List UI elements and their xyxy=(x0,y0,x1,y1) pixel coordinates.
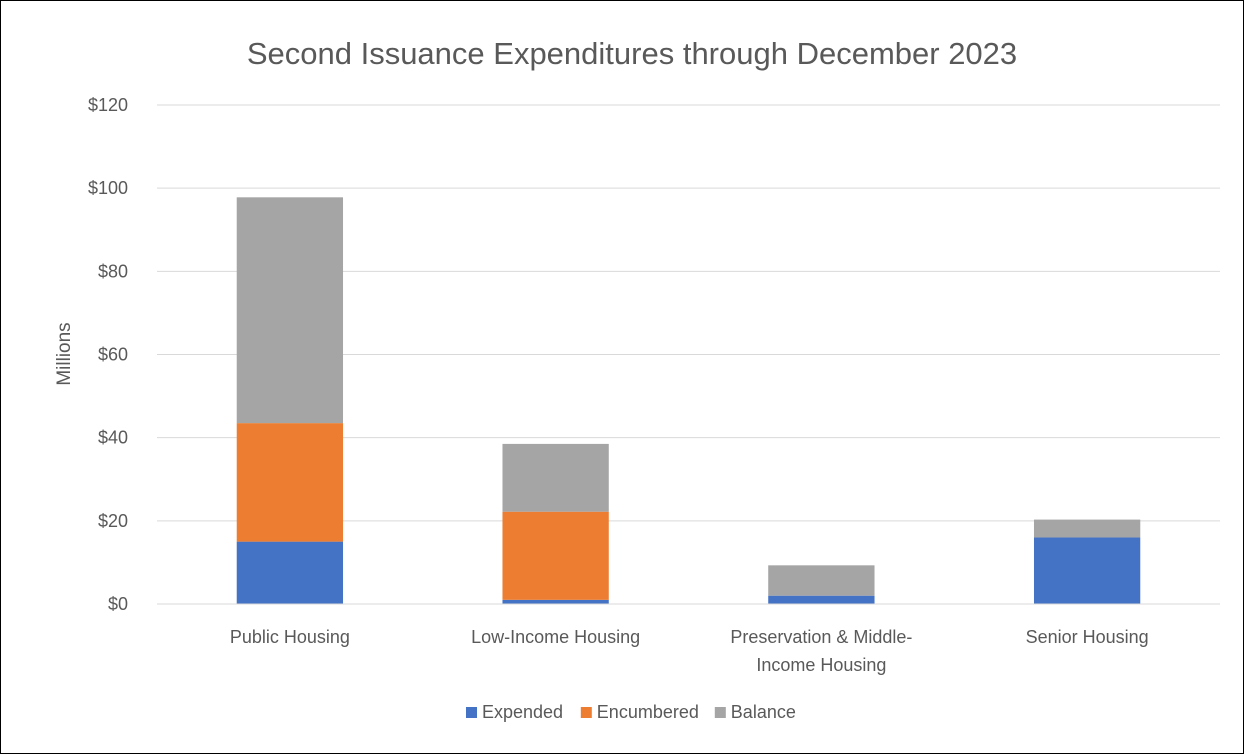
x-axis-ticks: Public Housing Low-Income Housing Preserva… xyxy=(230,627,1149,675)
y-axis-ticks: $0 $20 $40 $60 $80 $100 $120 xyxy=(88,95,128,614)
legend-label-balance: Balance xyxy=(731,702,796,722)
bar-encumbered-1 xyxy=(502,511,609,600)
x-tick-label: Income Housing xyxy=(756,655,886,675)
legend-label-expended: Expended xyxy=(482,702,563,722)
y-tick-label: $40 xyxy=(98,428,128,448)
x-tick-label: Low-Income Housing xyxy=(471,627,640,647)
legend-swatch-encumbered xyxy=(580,707,592,718)
x-tick-label: Senior Housing xyxy=(1026,627,1149,647)
bars xyxy=(236,197,1141,604)
bar-balance-1 xyxy=(502,443,609,512)
bar-balance-2 xyxy=(768,565,875,596)
y-tick-label: $20 xyxy=(98,511,128,531)
bar-expended-0 xyxy=(236,541,344,604)
y-tick-label: $0 xyxy=(108,594,128,614)
bar-balance-3 xyxy=(1033,519,1141,538)
y-tick-label: $80 xyxy=(98,261,128,281)
bar-expended-1 xyxy=(502,599,609,604)
bar-expended-2 xyxy=(768,595,875,604)
bar-balance-0 xyxy=(236,197,344,424)
bar-encumbered-0 xyxy=(236,423,344,542)
y-axis-label: Millions xyxy=(54,322,75,385)
x-tick-label: Public Housing xyxy=(230,627,350,647)
y-tick-label: $60 xyxy=(98,345,128,365)
y-tick-label: $120 xyxy=(88,95,128,115)
legend-swatch-expended xyxy=(466,707,477,718)
bar-expended-3 xyxy=(1033,537,1141,604)
y-tick-label: $100 xyxy=(88,178,128,198)
x-tick-label: Preservation & Middle- xyxy=(730,627,912,647)
legend: Expended Encumbered Balance xyxy=(466,702,796,722)
legend-label-encumbered: Encumbered xyxy=(597,702,699,722)
chart-title: Second Issuance Expenditures through Dec… xyxy=(247,36,1017,71)
legend-swatch-balance xyxy=(714,707,726,718)
